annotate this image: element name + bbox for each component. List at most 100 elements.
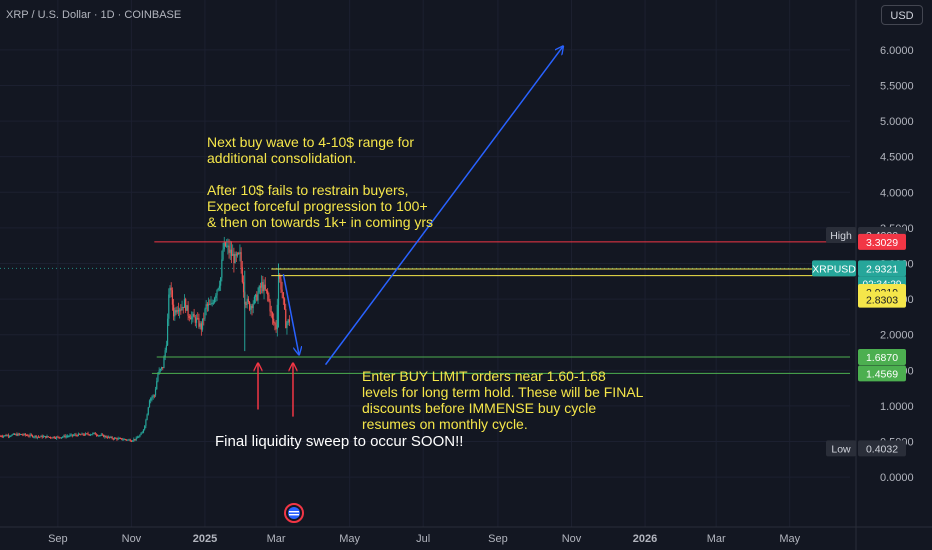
x-tick-label-6: Sep [488,533,508,545]
candle-body [206,304,208,306]
annotation-buy-note: Enter BUY LIMIT orders near 1.60-1.68 le… [362,368,644,432]
price-label-yellow-4: 2.8303 [858,291,906,308]
y-tick-label-0: 0.0000 [880,472,914,484]
candle-body [129,439,131,442]
candle-body [258,286,260,293]
candle-body [228,245,230,253]
candle-body [115,437,117,439]
candle-body [151,397,153,399]
candle-body [48,436,51,438]
candle-body [265,289,268,291]
candle-body [87,433,89,435]
candle-body [92,433,94,435]
candle-body [159,368,161,371]
candle-body [157,373,159,382]
price-label-box [858,260,906,277]
x-tick-label-5: Jul [416,533,430,545]
price-label-value: 1.6870 [866,352,898,364]
candle-body [1,436,4,438]
candle-body [116,438,118,440]
x-tick-label-0: Sep [48,533,68,545]
candle-body [282,292,284,299]
candle-body [273,318,275,323]
candle-body [57,436,59,438]
candle-body [65,436,67,438]
candle-body [211,302,213,304]
candle-body [69,435,71,437]
candle-body [134,439,136,441]
price-label-tag [812,260,856,277]
price-label-tag-text: Low [831,443,851,455]
candle-body [33,436,35,438]
candle-body [142,429,145,433]
candle-body [0,435,1,437]
currency-button[interactable]: USD [881,5,923,25]
candle-body [109,436,111,438]
candle-body [64,435,66,438]
candle-body [5,435,7,437]
candle-body [85,433,87,436]
candle-body [88,434,90,436]
x-tick-label-1: Nov [122,533,142,545]
candle-body [105,435,107,438]
candle-body [214,298,216,303]
candle-body [21,434,23,436]
candle-body [283,298,286,310]
candle-body [188,315,190,318]
candle-body [269,301,271,312]
candle-body [51,437,53,439]
candle-body [207,303,210,306]
candle-body [123,439,125,441]
candle-body [224,242,227,246]
candle-body [133,439,135,441]
candle-body [235,254,237,256]
candle-body [147,407,149,415]
candle-body [77,433,79,436]
candle-body [60,437,63,439]
candle-body [25,435,28,437]
price-label-value: 0.4032 [866,443,898,455]
candle-body [187,305,189,316]
candle-body [17,433,19,436]
candle-body [78,433,81,435]
candle-body [139,434,141,437]
us-flag-event-icon[interactable] [283,503,305,523]
x-tick-label-2: 2025 [193,533,217,545]
candle-body [7,435,10,437]
candle-body [9,436,11,438]
candle-body [203,318,205,320]
candle-body [238,253,240,255]
candle-body [99,435,101,437]
candle-body [279,275,281,279]
candle-body [255,294,257,297]
candle-body [122,439,124,441]
candle-body [145,420,147,426]
candle-body [163,356,165,369]
candle-body [13,433,16,435]
candle-body [39,436,41,438]
candle-body [210,303,212,305]
candle-body [199,323,201,327]
candle-body [52,436,54,438]
candle-body [281,289,283,293]
candle-body [177,310,180,312]
candle-body [162,367,164,369]
candle-body [89,434,92,436]
candle-body [66,436,69,438]
candle-body [54,438,57,440]
candle-body [205,304,207,310]
candle-body [268,294,270,302]
candle-body [72,435,75,437]
candle-body [110,436,112,438]
price-label-box [858,233,906,250]
candle-body [180,309,182,311]
candle-body [91,434,93,436]
price-label-green-5: 1.6870 [858,349,906,366]
candle-body [204,309,206,319]
price-label-box [858,291,906,308]
candle-body [47,436,49,438]
candle-body [117,438,119,440]
price-label-tag [826,440,856,457]
candle-body [98,435,100,437]
